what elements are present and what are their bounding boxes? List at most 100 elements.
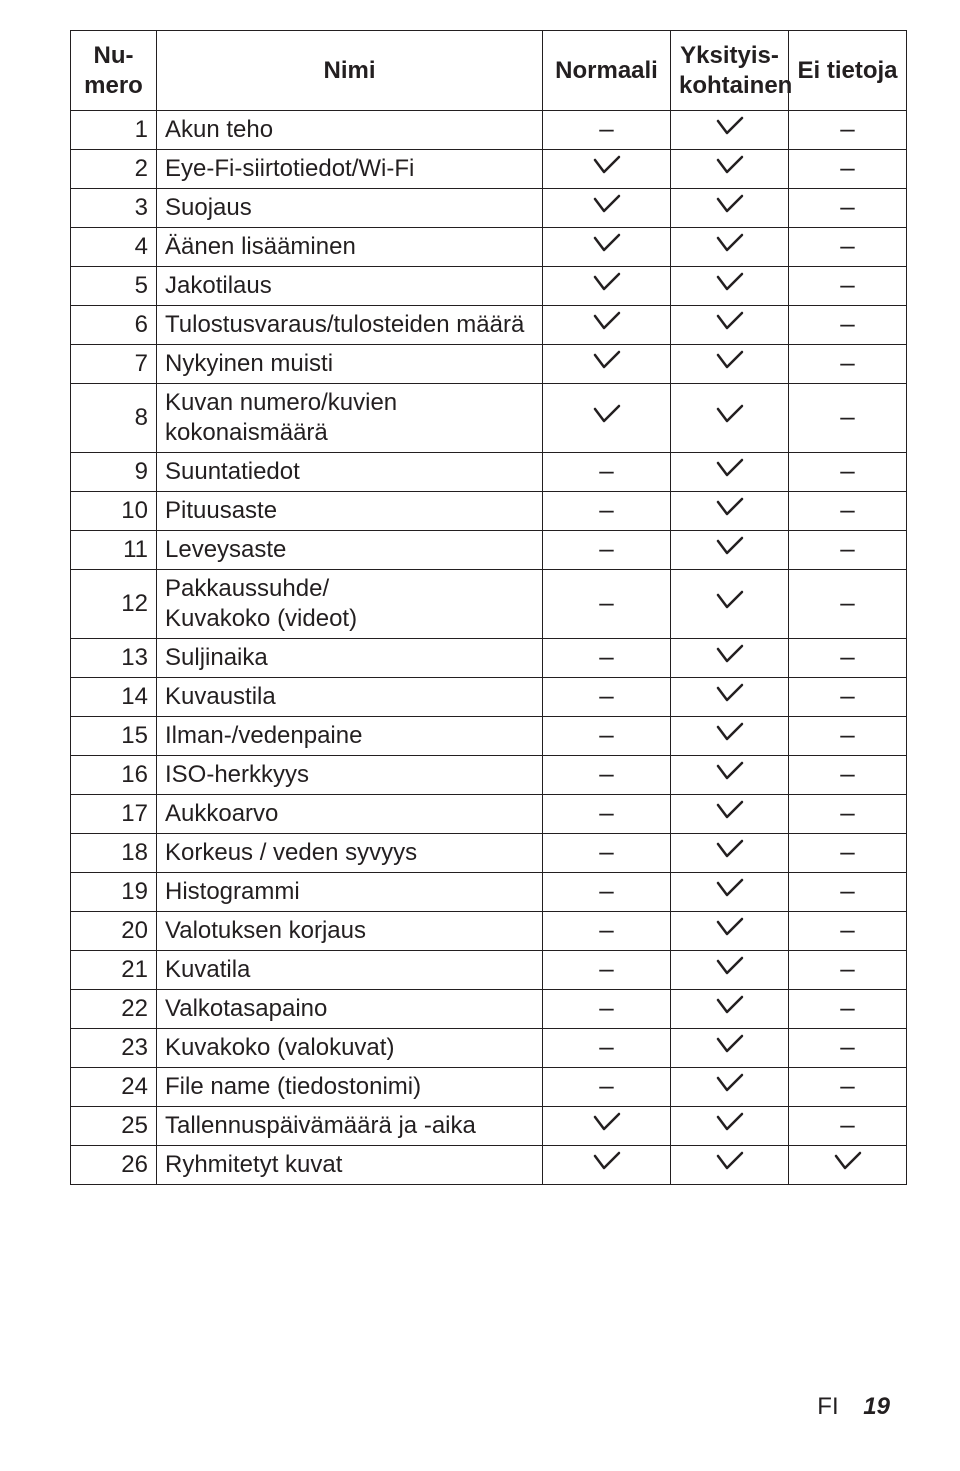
cell-none: – xyxy=(789,873,907,912)
cell-detailed xyxy=(671,834,789,873)
cell-none: – xyxy=(789,912,907,951)
cell-none: – xyxy=(789,951,907,990)
check-icon xyxy=(715,916,745,938)
table-row: 8Kuvan numero/kuvien kokonaismäärä– xyxy=(71,384,907,453)
dash-icon: – xyxy=(840,994,854,1020)
cell-detailed xyxy=(671,570,789,639)
dash-icon: – xyxy=(840,271,854,297)
dash-icon: – xyxy=(840,193,854,219)
row-number: 13 xyxy=(71,639,157,678)
row-number: 11 xyxy=(71,531,157,570)
row-name: Tallennuspäivämäärä ja -aika xyxy=(157,1107,543,1146)
dash-icon: – xyxy=(840,838,854,864)
cell-detailed xyxy=(671,150,789,189)
table-body: 1Akun teho––2Eye-Fi-siirtotiedot/Wi-Fi–3… xyxy=(71,111,907,1185)
cell-detailed xyxy=(671,795,789,834)
dash-icon: – xyxy=(599,877,613,903)
cell-none: – xyxy=(789,795,907,834)
cell-none: – xyxy=(789,111,907,150)
cell-normal: – xyxy=(543,795,671,834)
dash-icon: – xyxy=(599,682,613,708)
cell-normal: – xyxy=(543,570,671,639)
cell-none: – xyxy=(789,570,907,639)
table-row: 13Suljinaika–– xyxy=(71,639,907,678)
check-icon xyxy=(715,232,745,254)
cell-none: – xyxy=(789,267,907,306)
dash-icon: – xyxy=(840,643,854,669)
check-icon xyxy=(592,232,622,254)
row-number: 12 xyxy=(71,570,157,639)
table-row: 24File name (tiedostonimi)–– xyxy=(71,1068,907,1107)
row-number: 24 xyxy=(71,1068,157,1107)
cell-none: – xyxy=(789,717,907,756)
check-icon xyxy=(592,403,622,425)
cell-none: – xyxy=(789,306,907,345)
cell-normal: – xyxy=(543,951,671,990)
table-row: 6Tulostusvaraus/tulosteiden määrä– xyxy=(71,306,907,345)
dash-icon: – xyxy=(599,535,613,561)
cell-normal: – xyxy=(543,756,671,795)
cell-normal: – xyxy=(543,1068,671,1107)
cell-normal xyxy=(543,1146,671,1185)
cell-none: – xyxy=(789,492,907,531)
dash-icon: – xyxy=(599,760,613,786)
check-icon xyxy=(715,643,745,665)
check-icon xyxy=(715,994,745,1016)
cell-normal xyxy=(543,1107,671,1146)
check-icon xyxy=(715,154,745,176)
info-table: Nu-mero Nimi Normaali Yksityis-kohtainen… xyxy=(70,30,907,1185)
dash-icon: – xyxy=(599,457,613,483)
dash-icon: – xyxy=(840,589,854,615)
dash-icon: – xyxy=(840,496,854,522)
cell-detailed xyxy=(671,756,789,795)
cell-detailed xyxy=(671,531,789,570)
dash-icon: – xyxy=(599,838,613,864)
check-icon xyxy=(715,496,745,518)
cell-detailed xyxy=(671,639,789,678)
cell-detailed xyxy=(671,345,789,384)
cell-normal xyxy=(543,150,671,189)
check-icon xyxy=(715,535,745,557)
check-icon xyxy=(715,193,745,215)
row-number: 1 xyxy=(71,111,157,150)
dash-icon: – xyxy=(840,721,854,747)
cell-normal: – xyxy=(543,990,671,1029)
check-icon xyxy=(715,1111,745,1133)
dash-icon: – xyxy=(599,916,613,942)
dash-icon: – xyxy=(599,799,613,825)
row-number: 4 xyxy=(71,228,157,267)
dash-icon: – xyxy=(840,457,854,483)
dash-icon: – xyxy=(599,496,613,522)
cell-normal: – xyxy=(543,717,671,756)
cell-detailed xyxy=(671,990,789,1029)
row-number: 20 xyxy=(71,912,157,951)
cell-detailed xyxy=(671,189,789,228)
row-number: 2 xyxy=(71,150,157,189)
cell-detailed xyxy=(671,384,789,453)
table-row: 16ISO-herkkyys–– xyxy=(71,756,907,795)
dash-icon: – xyxy=(840,799,854,825)
col-header-none: Ei tietoja xyxy=(789,31,907,111)
table-row: 25Tallennuspäivämäärä ja -aika– xyxy=(71,1107,907,1146)
table-row: 4Äänen lisääminen– xyxy=(71,228,907,267)
dash-icon: – xyxy=(840,955,854,981)
row-name: Suljinaika xyxy=(157,639,543,678)
check-icon xyxy=(715,1033,745,1055)
table-row: 10Pituusaste–– xyxy=(71,492,907,531)
row-number: 18 xyxy=(71,834,157,873)
row-name: Histogrammi xyxy=(157,873,543,912)
cell-none: – xyxy=(789,756,907,795)
check-icon xyxy=(592,154,622,176)
cell-normal xyxy=(543,345,671,384)
cell-none: – xyxy=(789,345,907,384)
cell-normal: – xyxy=(543,639,671,678)
footer-lang: FI xyxy=(817,1393,838,1420)
dash-icon: – xyxy=(840,310,854,336)
check-icon xyxy=(715,589,745,611)
row-name: Valkotasapaino xyxy=(157,990,543,1029)
dash-icon: – xyxy=(599,721,613,747)
row-name: Kuvaustila xyxy=(157,678,543,717)
check-icon xyxy=(592,310,622,332)
row-name: Valotuksen korjaus xyxy=(157,912,543,951)
table-row: 12Pakkaussuhde/Kuvakoko (videot)–– xyxy=(71,570,907,639)
